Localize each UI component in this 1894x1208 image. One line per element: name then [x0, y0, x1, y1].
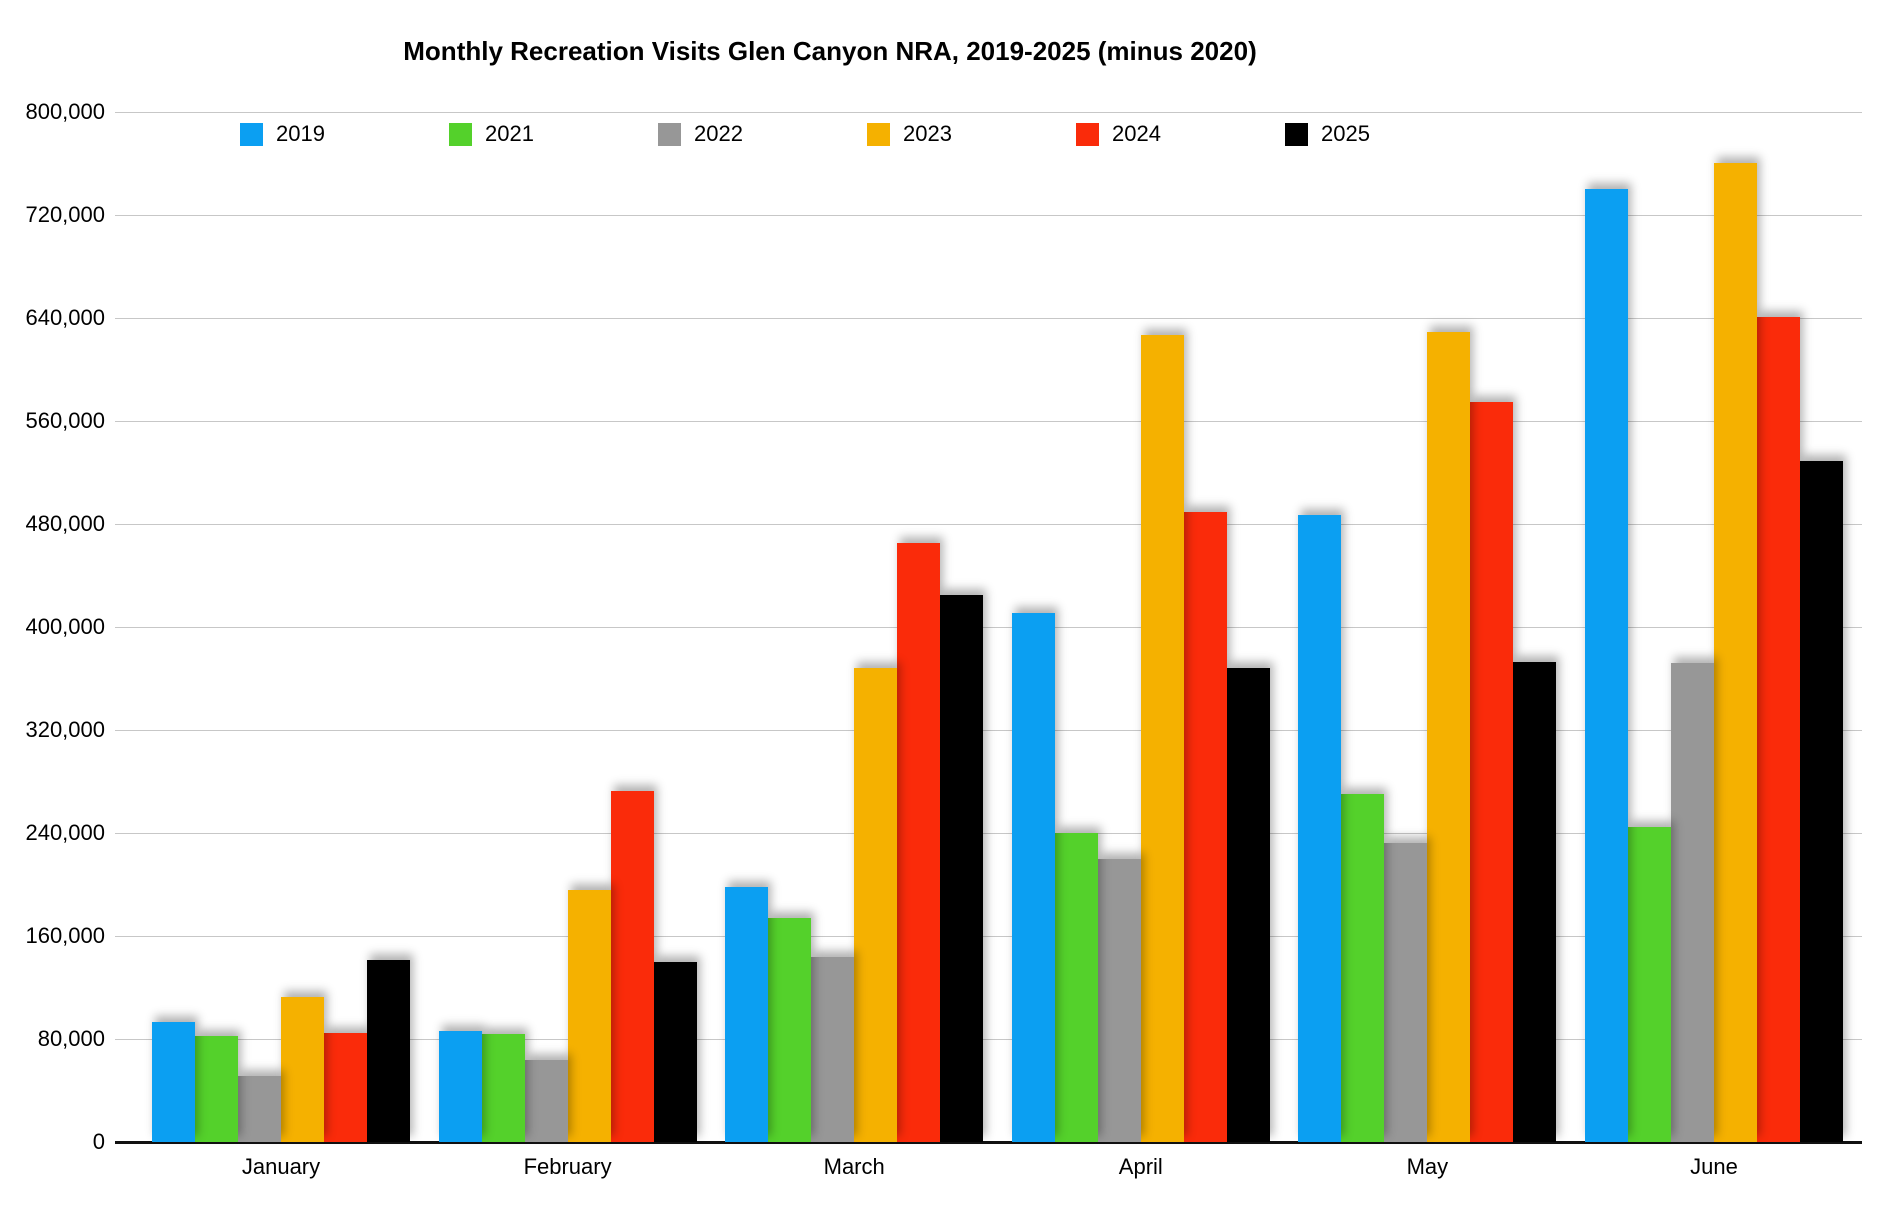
x-axis-label-june: June	[1690, 1154, 1738, 1179]
bar-april-2021	[1054, 833, 1098, 1142]
y-tick-label-720-000: 720,000	[25, 202, 105, 227]
gridline-400-000	[115, 627, 1862, 628]
x-axis-label-april: April	[1118, 1154, 1163, 1179]
gridline-800-000	[115, 112, 1862, 113]
y-tick-label-800-000: 800,000	[25, 99, 105, 124]
legend-swatch-2022	[658, 122, 681, 146]
legend-label-2022: 2022	[694, 121, 743, 146]
gridline-320-000	[115, 730, 1862, 731]
legend-label-2021: 2021	[485, 121, 534, 146]
gridline-560-000	[115, 421, 1862, 422]
bar-june-2022	[1671, 663, 1714, 1142]
legend-item-2023: 2023	[867, 121, 952, 147]
bar-february-2023	[567, 890, 611, 1142]
legend-label-2023: 2023	[903, 121, 952, 146]
bar-june-2021	[1628, 827, 1671, 1142]
gridline-240-000	[115, 833, 1862, 834]
bar-april-2025	[1226, 668, 1270, 1142]
bar-february-2019	[438, 1031, 482, 1142]
legend-item-2022: 2022	[658, 121, 743, 147]
gridline-720-000	[115, 215, 1862, 216]
bar-group-april	[1011, 112, 1270, 1142]
y-tick-label-80-000: 80,000	[37, 1026, 105, 1051]
legend-swatch-2021	[449, 122, 472, 146]
x-axis-label-february: February	[523, 1154, 612, 1179]
x-axis-label-may: May	[1406, 1154, 1449, 1179]
bar-march-2019	[725, 887, 769, 1142]
bar-april-2023	[1140, 335, 1184, 1142]
y-tick-label-640-000: 640,000	[25, 305, 105, 330]
bar-january-2022	[238, 1076, 281, 1142]
gridline-80-000	[115, 1039, 1862, 1040]
x-axis-baseline	[115, 1141, 1862, 1144]
bar-april-2019	[1011, 613, 1055, 1142]
legend-swatch-2023	[867, 122, 890, 146]
bar-group-january	[152, 112, 410, 1142]
bar-january-2021	[195, 1036, 238, 1142]
x-axis-label-january: January	[241, 1154, 321, 1179]
bar-group-may	[1298, 112, 1557, 1142]
legend-item-2024: 2024	[1076, 121, 1161, 147]
legend-swatch-2024	[1076, 122, 1099, 146]
y-tick-label-400-000: 400,000	[25, 614, 105, 639]
bar-january-2025	[367, 960, 410, 1142]
bar-june-2025	[1800, 461, 1843, 1142]
bar-may-2024	[1470, 402, 1514, 1142]
legend-item-2025: 2025	[1285, 121, 1370, 147]
y-tick-label-160-000: 160,000	[25, 923, 105, 948]
bar-january-2024	[324, 1033, 367, 1142]
bar-group-march	[725, 112, 984, 1142]
y-tick-label-240-000: 240,000	[25, 820, 105, 845]
bar-january-2019	[152, 1022, 195, 1142]
bar-march-2025	[940, 595, 984, 1142]
bar-march-2022	[811, 957, 855, 1142]
bar-may-2023	[1427, 332, 1471, 1142]
bar-june-2023	[1714, 163, 1757, 1142]
legend-swatch-2019	[240, 122, 263, 146]
bar-march-2021	[768, 918, 812, 1142]
bar-may-2019	[1298, 515, 1342, 1142]
y-tick-label-480-000: 480,000	[25, 511, 105, 536]
y-tick-label-320-000: 320,000	[25, 717, 105, 742]
bar-group-february	[438, 112, 697, 1142]
gridline-160-000	[115, 936, 1862, 937]
bar-february-2025	[653, 962, 697, 1142]
legend-item-2019: 2019	[240, 121, 325, 147]
bar-january-2023	[281, 997, 324, 1142]
legend-label-2025: 2025	[1321, 121, 1370, 146]
gridline-480-000	[115, 524, 1862, 525]
legend-label-2019: 2019	[276, 121, 325, 146]
x-axis-label-march: March	[823, 1154, 885, 1179]
chart-title: Monthly Recreation Visits Glen Canyon NR…	[403, 36, 1257, 66]
bar-february-2022	[524, 1060, 568, 1142]
y-tick-label-560-000: 560,000	[25, 408, 105, 433]
gridline-640-000	[115, 318, 1862, 319]
legend-item-2021: 2021	[449, 121, 534, 147]
bar-march-2023	[854, 668, 898, 1142]
bar-april-2022	[1097, 859, 1141, 1142]
bar-may-2025	[1513, 662, 1557, 1142]
bar-may-2021	[1341, 794, 1385, 1142]
bar-group-june	[1585, 112, 1843, 1142]
bar-april-2024	[1183, 512, 1227, 1142]
legend-label-2024: 2024	[1112, 121, 1161, 146]
y-tick-label-0: 0	[92, 1129, 105, 1154]
bar-may-2022	[1384, 843, 1428, 1142]
bar-february-2021	[481, 1034, 525, 1142]
bar-june-2024	[1757, 317, 1800, 1142]
bar-june-2019	[1585, 189, 1628, 1142]
legend-swatch-2025	[1285, 122, 1308, 146]
bar-february-2024	[610, 791, 654, 1142]
bar-march-2024	[897, 543, 941, 1142]
